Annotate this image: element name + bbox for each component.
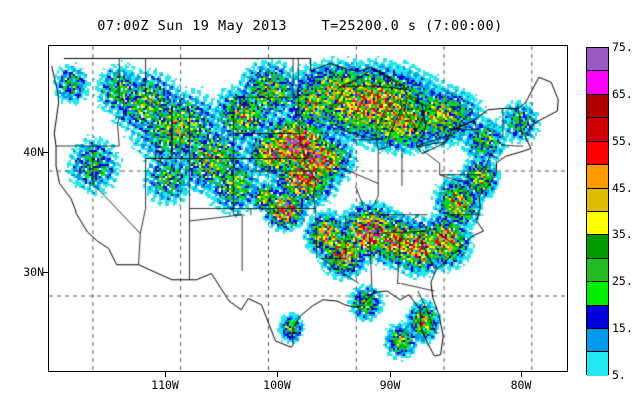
figure-title: 07:00Z Sun 19 May 2013 T=25200.0 s (7:00… (97, 18, 503, 34)
colorbar-band (587, 118, 608, 142)
colorbar-band (587, 141, 608, 166)
lon-tick-label-80w: 80W (510, 378, 532, 392)
colorbar-band (587, 94, 608, 119)
colorbar-label-45: 45. (612, 180, 633, 195)
lon-tick-label-100w: 100W (263, 378, 291, 392)
reflectivity-colorbar (586, 47, 609, 376)
lon-tick-label-90w: 90W (379, 378, 401, 392)
lat-tick-mark (43, 272, 48, 273)
lon-tick-label-110w: 110W (151, 378, 179, 392)
colorbar-band (587, 258, 608, 283)
colorbar-band (587, 352, 608, 376)
colorbar-label-5: 5. (612, 368, 626, 382)
colorbar-band (587, 329, 608, 353)
colorbar-band (587, 48, 608, 72)
lat-tick-label-40n: 40N (23, 145, 44, 159)
colorbar-label-35: 35. (612, 227, 633, 242)
lat-tick-mark (43, 152, 48, 153)
colorbar-band (587, 211, 608, 236)
lon-tick-mark (165, 372, 166, 377)
lon-tick-mark (390, 372, 391, 377)
reflectivity-map-canvas (49, 46, 567, 371)
map-plot-area (48, 45, 568, 372)
lat-tick-label-30n: 30N (23, 265, 44, 279)
colorbar-band (587, 282, 608, 306)
colorbar-band (587, 235, 608, 259)
colorbar-band (587, 188, 608, 212)
colorbar-band (587, 71, 608, 95)
colorbar-label-75: 75. (612, 40, 633, 54)
colorbar-label-15: 15. (612, 321, 633, 336)
lon-tick-mark (277, 372, 278, 377)
colorbar-band (587, 305, 608, 330)
colorbar-label-25: 25. (612, 274, 633, 289)
lon-tick-mark (521, 372, 522, 377)
colorbar-label-55: 55. (612, 133, 633, 148)
colorbar-band (587, 165, 608, 189)
colorbar-label-65: 65. (612, 86, 633, 101)
